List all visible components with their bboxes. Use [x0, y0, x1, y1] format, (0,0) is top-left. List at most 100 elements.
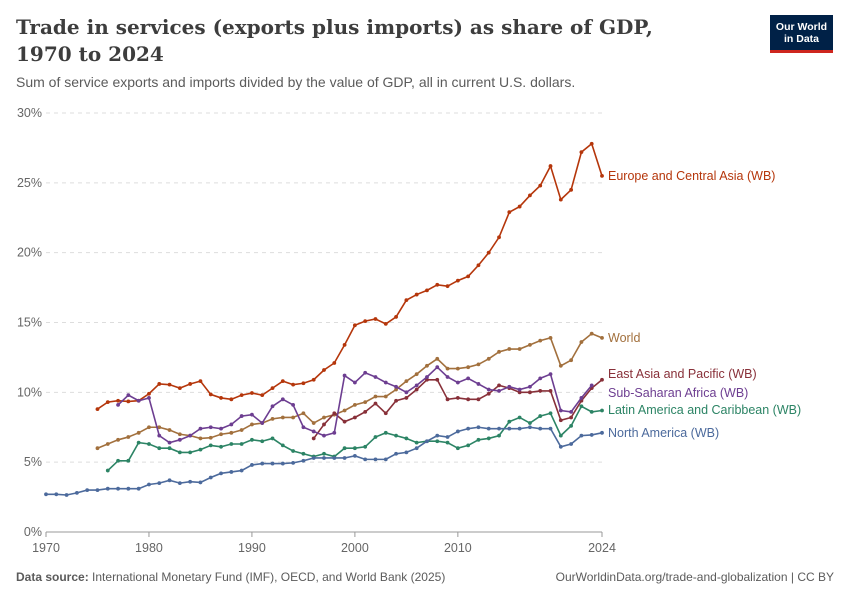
data-point	[497, 383, 501, 388]
data-point	[394, 398, 398, 403]
data-point	[558, 444, 563, 449]
data-point	[528, 421, 532, 425]
data-point	[383, 394, 388, 399]
data-point	[250, 463, 254, 467]
data-point	[250, 391, 254, 395]
data-point	[445, 284, 450, 289]
y-tick-label: 30%	[17, 106, 42, 120]
data-point	[157, 481, 162, 486]
data-point	[517, 415, 522, 420]
data-point	[239, 428, 244, 432]
data-point	[229, 397, 234, 402]
data-point	[383, 321, 388, 326]
data-point	[177, 432, 182, 437]
data-point	[147, 396, 151, 400]
data-point	[363, 457, 368, 462]
data-point	[280, 379, 285, 384]
data-point	[301, 425, 306, 430]
y-tick-label: 5%	[24, 455, 42, 469]
data-point	[126, 435, 131, 439]
data-point	[373, 401, 378, 406]
data-point	[600, 173, 604, 178]
data-point	[435, 433, 440, 438]
data-point	[229, 470, 234, 474]
data-point	[342, 342, 347, 347]
data-point	[229, 422, 234, 427]
data-point	[383, 457, 388, 462]
data-point	[177, 450, 182, 455]
data-point	[538, 389, 543, 393]
data-point	[322, 422, 326, 427]
owid-logo[interactable]: Our World in Data	[770, 15, 833, 53]
data-point	[147, 482, 151, 487]
series-line	[97, 332, 603, 449]
data-point	[600, 430, 604, 435]
data-point	[497, 426, 501, 431]
data-point	[383, 380, 388, 385]
data-point	[569, 409, 574, 414]
data-point	[167, 446, 172, 451]
data-point	[455, 396, 460, 400]
data-point	[322, 451, 326, 456]
data-point	[466, 397, 471, 402]
data-point	[528, 342, 532, 347]
data-point	[548, 164, 553, 168]
data-point	[54, 492, 59, 497]
data-point	[538, 183, 543, 188]
data-point	[466, 426, 471, 431]
data-point	[332, 456, 337, 460]
data-point	[208, 425, 213, 430]
data-point	[558, 363, 563, 368]
data-point	[342, 456, 347, 460]
data-point	[105, 468, 110, 473]
data-point	[126, 458, 131, 463]
license-link[interactable]: OurWorldinData.org/trade-and-globalizati…	[555, 570, 834, 584]
data-point	[528, 425, 532, 430]
data-point	[332, 361, 337, 365]
data-point	[291, 460, 296, 465]
data-point	[291, 415, 296, 420]
data-point	[394, 433, 398, 438]
data-point	[486, 426, 491, 431]
data-point	[219, 432, 223, 437]
data-point	[95, 488, 100, 492]
data-point	[363, 444, 368, 449]
data-point	[280, 397, 285, 402]
series-label: World	[608, 331, 640, 345]
data-point	[445, 435, 450, 439]
data-point	[188, 382, 193, 386]
data-point	[198, 426, 203, 431]
data-point	[352, 415, 357, 420]
data-point	[157, 446, 162, 451]
data-point	[270, 461, 275, 466]
data-point	[239, 393, 244, 398]
data-point	[455, 366, 460, 371]
data-point	[404, 390, 409, 395]
data-point	[517, 387, 522, 392]
data-point	[528, 193, 532, 198]
data-point	[363, 319, 368, 324]
data-point	[455, 429, 460, 434]
x-tick-label: 1980	[135, 541, 163, 555]
data-point	[177, 437, 182, 442]
data-point	[126, 399, 131, 404]
data-point	[85, 488, 90, 492]
data-point	[435, 282, 440, 287]
data-point	[311, 421, 316, 425]
data-point	[445, 366, 450, 371]
data-point	[105, 442, 110, 446]
data-point	[157, 433, 162, 438]
data-point	[558, 418, 563, 423]
data-point	[548, 389, 553, 393]
data-point	[260, 461, 265, 466]
data-point	[352, 453, 357, 458]
data-point	[486, 391, 491, 396]
data-point	[589, 409, 594, 414]
data-point	[260, 439, 265, 444]
data-point	[569, 358, 574, 363]
data-point	[157, 382, 162, 386]
data-point	[517, 204, 522, 209]
data-point	[589, 383, 594, 388]
data-point	[569, 187, 574, 192]
data-point	[435, 439, 440, 444]
